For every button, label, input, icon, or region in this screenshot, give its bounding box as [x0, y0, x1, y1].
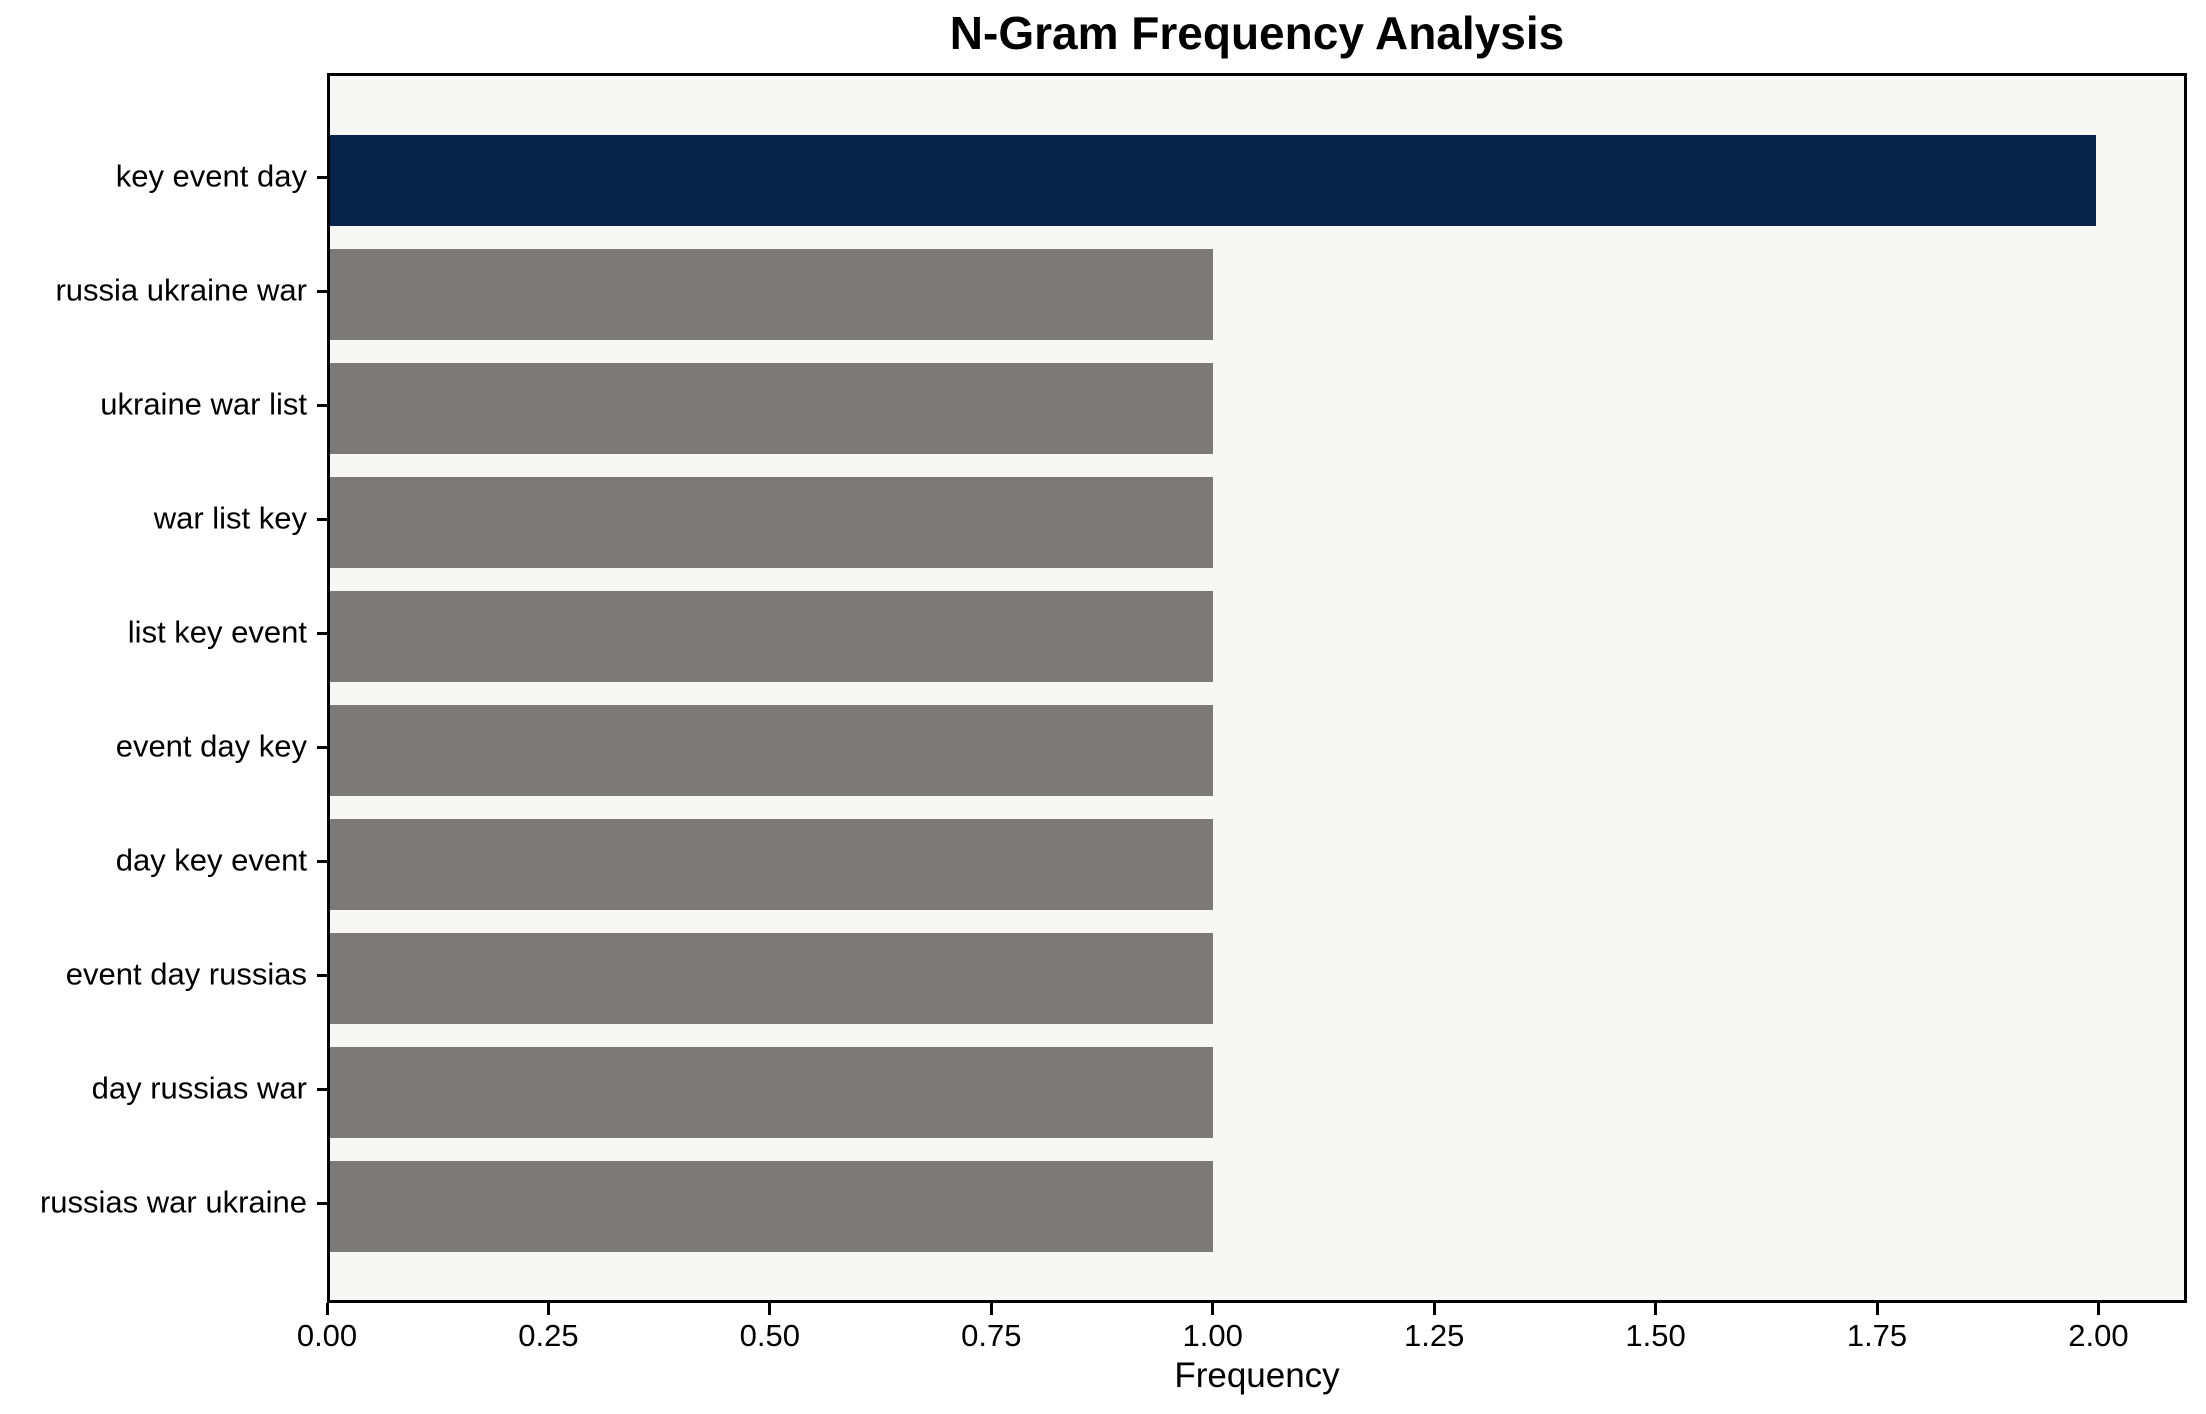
- y-tick-label: war list key: [153, 500, 307, 536]
- y-tick-mark: [317, 1087, 327, 1091]
- x-axis-title: Frequency: [1174, 1356, 1340, 1395]
- bar-list-key-event: [330, 590, 1213, 682]
- bar-event-day-russias: [330, 932, 1213, 1024]
- y-tick-mark: [317, 403, 327, 407]
- x-tick-label: 0.50: [739, 1318, 801, 1353]
- y-tick-mark: [317, 1201, 327, 1205]
- y-tick-label: event day russias: [65, 956, 307, 992]
- y-tick-label: list key event: [127, 614, 307, 650]
- bar-russia-ukraine-war: [330, 248, 1213, 340]
- x-tick-mark: [1875, 1303, 1879, 1315]
- x-tick-label: 1.50: [1625, 1318, 1686, 1353]
- y-tick-mark: [317, 175, 327, 179]
- bar-day-russias-war: [330, 1046, 1213, 1138]
- x-tick-mark: [2096, 1303, 2100, 1315]
- y-tick-mark: [317, 745, 327, 749]
- bar-russias-war-ukraine: [330, 1160, 1213, 1252]
- x-tick-label: 1.25: [1403, 1318, 1465, 1353]
- y-tick-label: russia ukraine war: [55, 272, 307, 308]
- x-tick-label: 1.75: [1846, 1318, 1908, 1353]
- y-tick-mark: [317, 289, 327, 293]
- bar-event-day-key: [330, 704, 1213, 796]
- y-tick-label: russias war ukraine: [39, 1184, 307, 1220]
- x-tick-mark: [1211, 1303, 1215, 1315]
- plot-area: [327, 73, 2187, 1303]
- y-tick-mark: [317, 517, 327, 521]
- y-tick-mark: [317, 631, 327, 635]
- x-tick-label: 0.75: [961, 1318, 1022, 1353]
- x-tick-mark: [1654, 1303, 1658, 1315]
- y-tick-mark: [317, 859, 327, 863]
- y-tick-label: day russias war: [91, 1070, 307, 1106]
- y-tick-label: ukraine war list: [100, 386, 307, 422]
- x-tick-mark: [325, 1303, 329, 1315]
- y-tick-label: day key event: [115, 842, 307, 878]
- bar-war-list-key: [330, 476, 1213, 568]
- bar-key-event-day: [330, 134, 2096, 226]
- bar-day-key-event: [330, 818, 1213, 910]
- x-tick-label: 0.00: [296, 1318, 358, 1353]
- x-tick-label: 0.25: [518, 1318, 579, 1353]
- bar-ukraine-war-list: [330, 362, 1213, 454]
- y-tick-label: key event day: [115, 158, 307, 194]
- x-tick-mark: [1432, 1303, 1436, 1315]
- x-tick-mark: [768, 1303, 772, 1315]
- x-tick-label: 2.00: [2068, 1318, 2129, 1353]
- y-tick-label: event day key: [115, 728, 307, 764]
- y-tick-mark: [317, 973, 327, 977]
- chart-title: N-Gram Frequency Analysis: [949, 7, 1565, 59]
- x-tick-mark: [546, 1303, 550, 1315]
- x-tick-mark: [989, 1303, 993, 1315]
- x-tick-label: 1.00: [1182, 1318, 1243, 1353]
